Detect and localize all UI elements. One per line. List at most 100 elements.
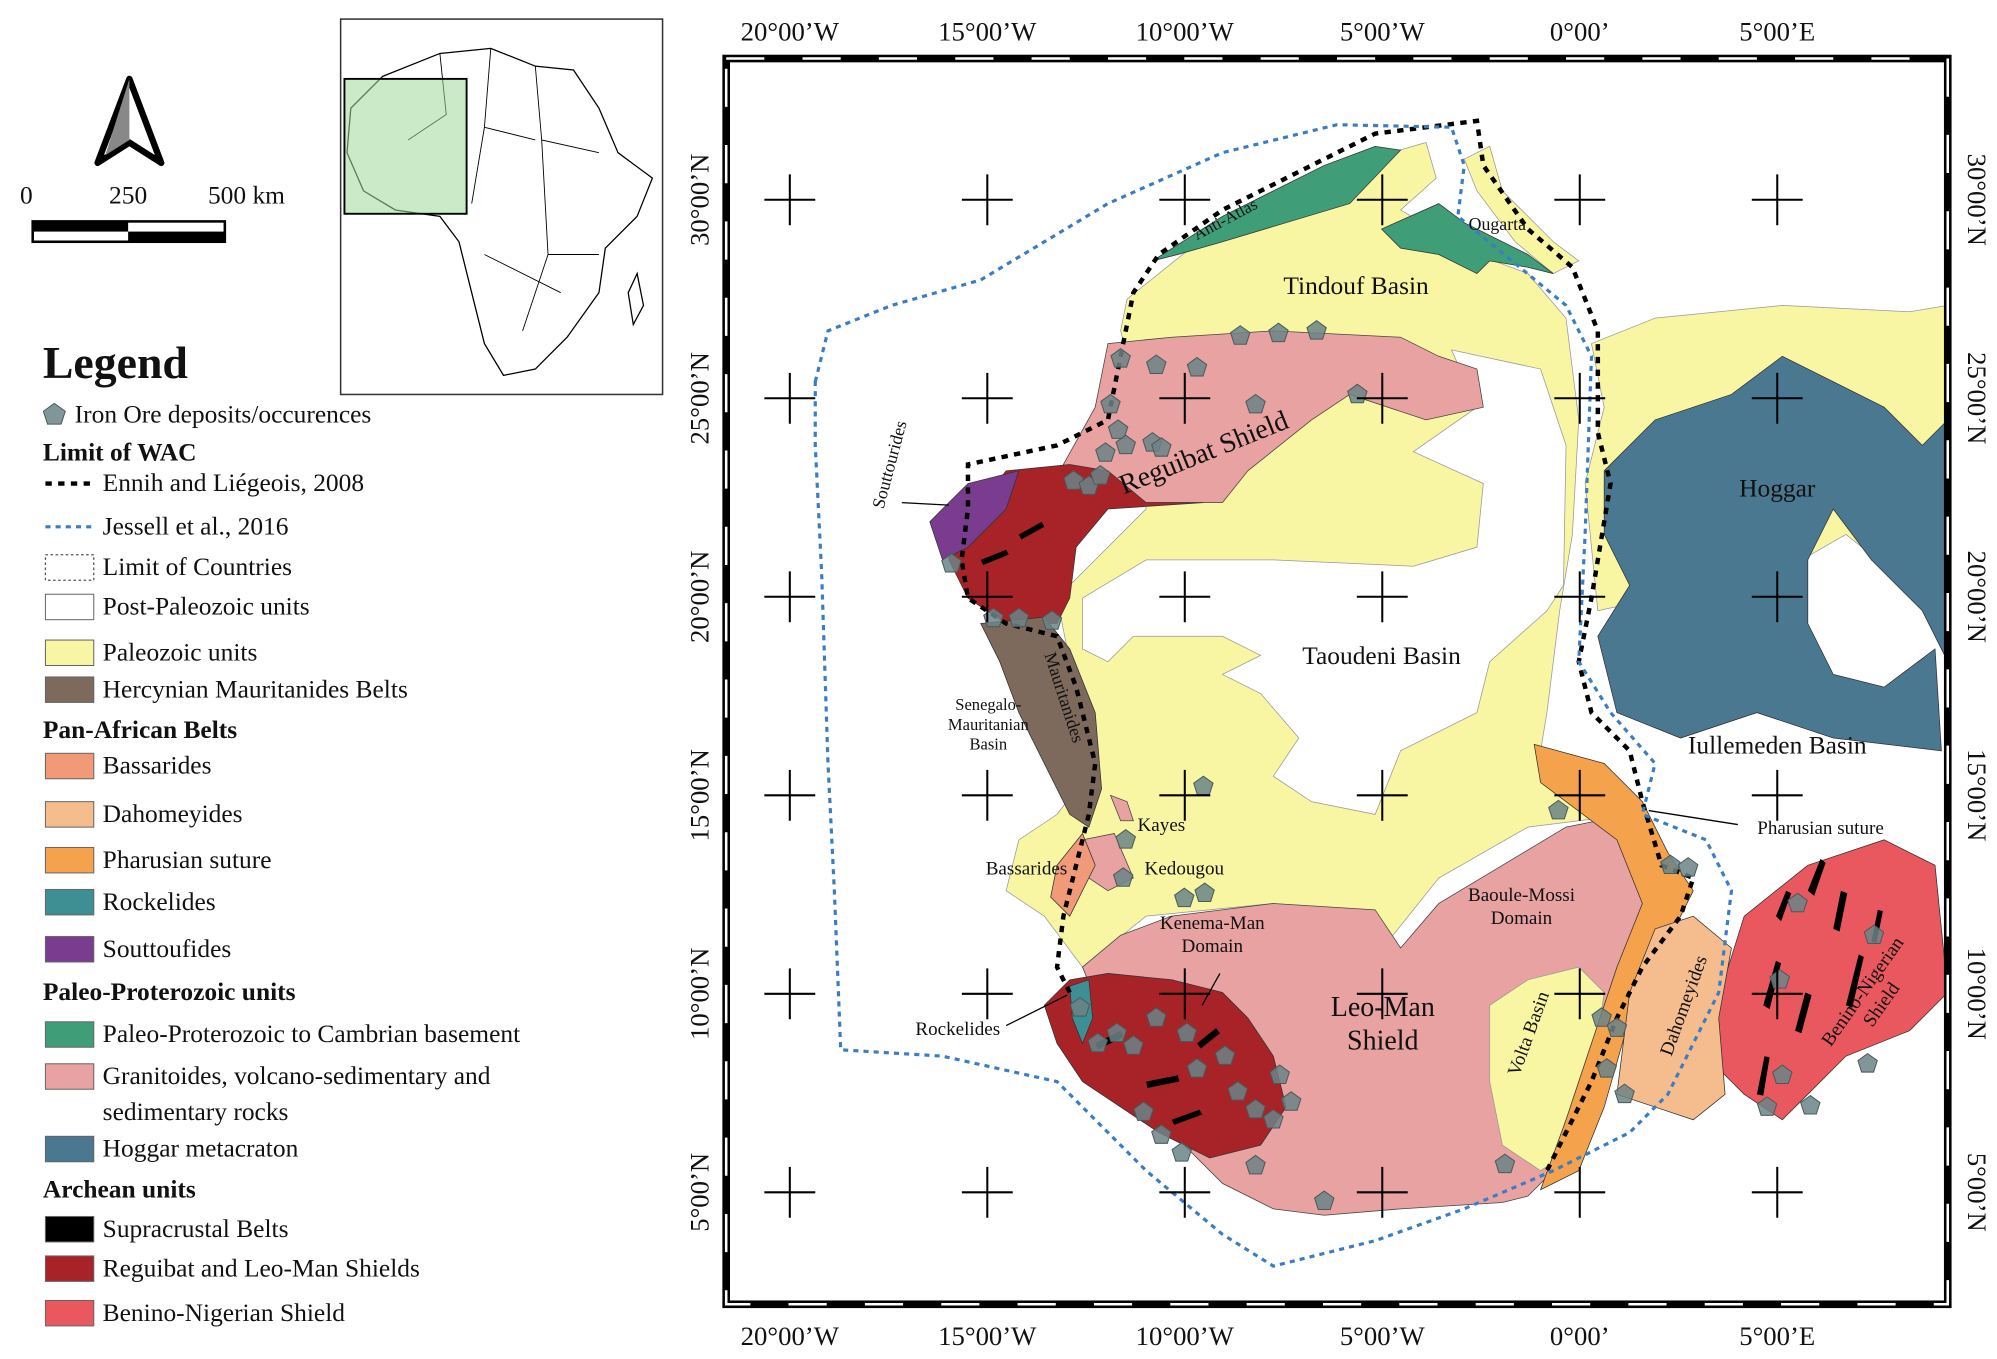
deposit-marker <box>1548 799 1569 820</box>
map-label-line: Iullemeden Basin <box>1688 730 1867 759</box>
scale-label: 500 km <box>208 181 285 210</box>
graticule-cross <box>1751 372 1803 424</box>
deposit-marker <box>1269 1064 1290 1085</box>
map-label-line: Ougarta <box>1469 214 1526 234</box>
graticule-cross <box>1554 1166 1606 1218</box>
map-label-line: Basin <box>969 735 1007 754</box>
graticule-cross <box>961 571 1013 623</box>
deposit-marker <box>1110 348 1131 368</box>
deposit-marker <box>1146 1007 1167 1027</box>
legend-swatch <box>44 1299 95 1327</box>
map-label: Taoudeni Basin <box>1302 641 1461 670</box>
deposit-marker <box>1151 1124 1172 1144</box>
graticule-cross <box>1159 1166 1211 1218</box>
deposit-marker <box>1677 857 1699 877</box>
deposit-marker <box>983 607 1004 628</box>
deposit-marker <box>1245 1098 1266 1119</box>
map-label-line: Shield <box>1347 1026 1419 1057</box>
legend-item: Hercynian Mauritanides Belts <box>103 674 408 703</box>
latitude-label: 10°00’N <box>1962 948 1992 1040</box>
longitude-label: 5°00’E <box>1739 1321 1815 1351</box>
legend-heading: Pan-African Belts <box>43 715 237 744</box>
legend-item: Jessell et al., 2016 <box>103 511 289 540</box>
inset-map <box>339 18 664 396</box>
deposit-marker <box>1008 607 1030 628</box>
graticule-cross <box>961 1166 1013 1218</box>
deposit-marker <box>1313 1190 1335 1210</box>
map-label-line: Baoule-Mossi <box>1468 885 1575 906</box>
deposit-marker <box>1306 320 1327 340</box>
map-label-line: Rockelides <box>915 1019 1000 1040</box>
graticule-cross <box>1554 372 1606 424</box>
graticule-cross <box>764 372 816 424</box>
map-label-line: Taoudeni Basin <box>1302 641 1461 670</box>
deposit-marker <box>1596 1058 1618 1078</box>
graticule-cross <box>1356 769 1408 821</box>
graticule-cross <box>1554 571 1606 623</box>
legend-swatch <box>44 676 95 703</box>
map-label-line: Tindouf Basin <box>1283 271 1429 300</box>
graticule-cross <box>764 174 816 226</box>
legend-item: sedimentary rocks <box>103 1097 289 1126</box>
deposit-marker <box>1115 829 1137 849</box>
legend-swatch <box>44 1255 95 1282</box>
legend-item: Granitoides, volcano-sedimentary and <box>103 1061 491 1090</box>
longitude-label: 5°00’W <box>1340 17 1426 47</box>
graticule-cross <box>1751 968 1803 1020</box>
map-label-line: Leo-Man <box>1331 992 1435 1023</box>
graticule-cross <box>1751 1166 1803 1218</box>
legend-swatch <box>44 554 95 581</box>
legend-item: Hoggar metacraton <box>103 1134 299 1163</box>
legend-title: Legend <box>43 337 188 388</box>
longitude-label: 5°00’E <box>1739 17 1815 47</box>
legend-item: Reguibat and Leo-Man Shields <box>103 1253 420 1282</box>
graticule-cross <box>1159 372 1211 424</box>
deposits <box>941 320 1885 1210</box>
graticule-cross <box>1751 571 1803 623</box>
graticule-cross <box>1554 769 1606 821</box>
map-label: Tindouf Basin <box>1283 271 1429 300</box>
longitude-label: 15°00’W <box>938 1321 1037 1351</box>
legend-heading: Limit of WAC <box>43 438 197 467</box>
map-label: Bassarides <box>986 859 1068 880</box>
legend-item: Paleo-Proterozoic to Cambrian basement <box>103 1019 520 1048</box>
wac-limit-ennih <box>959 118 1697 1172</box>
longitude-label: 10°00’W <box>1136 1321 1235 1351</box>
graticule-cross <box>1554 174 1606 226</box>
legend-swatch <box>44 888 95 916</box>
graticule-cross <box>764 1166 816 1218</box>
deposit-marker <box>1591 1007 1612 1027</box>
deposit-marker <box>1186 1058 1208 1078</box>
deposit-marker <box>1133 1101 1154 1121</box>
legend-item: Dahomeyides <box>103 799 243 828</box>
legend-item: Rockelides <box>103 887 216 916</box>
legend-heading: Archean units <box>43 1174 196 1203</box>
north-arrow <box>94 75 165 167</box>
longitude-label: 15°00’W <box>938 17 1037 47</box>
deposit-marker <box>1095 442 1116 462</box>
graticule-cross <box>1356 968 1408 1020</box>
longitude-label: 0°00’ <box>1550 1321 1610 1351</box>
deposit-marker <box>1123 1035 1144 1055</box>
graticule-cross <box>961 174 1013 226</box>
legend-swatch <box>44 936 95 963</box>
legend-swatch <box>44 1215 95 1243</box>
graticule-cross <box>764 769 816 821</box>
deposit-marker <box>1176 1022 1198 1043</box>
legend-item: Bassarides <box>103 751 212 780</box>
deposit-marker <box>1772 1064 1793 1085</box>
deposit-marker <box>1087 1032 1109 1053</box>
latitude-label: 30°00’N <box>684 154 714 246</box>
legend-item: Benino-Nigerian Shield <box>103 1298 346 1327</box>
graticule-cross <box>961 968 1013 1020</box>
legend-item: Souttoufides <box>103 934 232 963</box>
deposit-marker <box>1245 1154 1266 1175</box>
deposit-marker <box>1614 1083 1635 1104</box>
latitude-label: 10°00’N <box>684 948 714 1040</box>
map-label-line: Domain <box>1182 936 1244 957</box>
latitude-label: 25°00’N <box>684 352 714 444</box>
map-label-line: Mauritanian <box>948 715 1030 734</box>
deposit-marker <box>1800 1094 1821 1115</box>
